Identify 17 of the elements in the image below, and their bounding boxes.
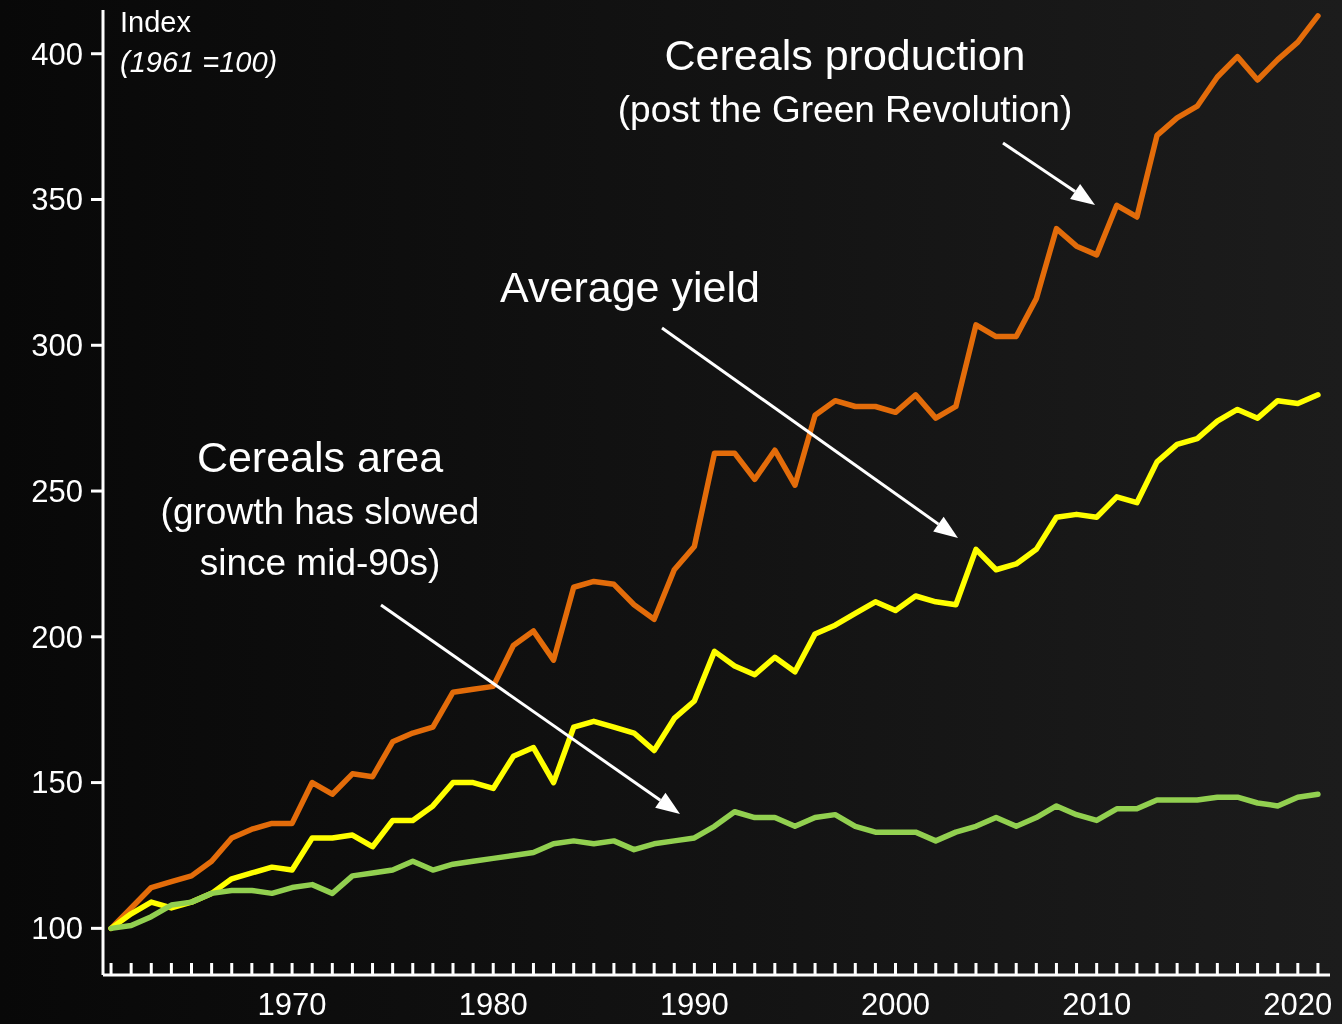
x-tick-label: 1990 (659, 987, 729, 1022)
x-tick-label: 2020 (1263, 987, 1333, 1022)
y-tick-label: 200 (31, 619, 83, 655)
x-tick-label: 2010 (1062, 987, 1132, 1022)
annotation: Average yield (500, 263, 760, 311)
y-tick-label: 350 (31, 182, 83, 218)
y-tick-label: 400 (31, 36, 83, 72)
y-axis-title: Index (1961 =100) (120, 6, 278, 78)
y-tick-label: 100 (31, 911, 83, 947)
y-tick-label: 250 (31, 473, 83, 509)
y-tick-label: 150 (31, 765, 83, 801)
annotation: Cereals area (growth has slowed since mid-90s) (160, 433, 480, 583)
x-tick-label: 2000 (861, 987, 931, 1022)
annotation: Cereals production (post the Green Revolution) (617, 31, 1073, 130)
y-tick-label: 300 (31, 328, 83, 364)
x-tick-label: 1980 (458, 987, 528, 1022)
x-tick-label: 1970 (257, 987, 327, 1022)
